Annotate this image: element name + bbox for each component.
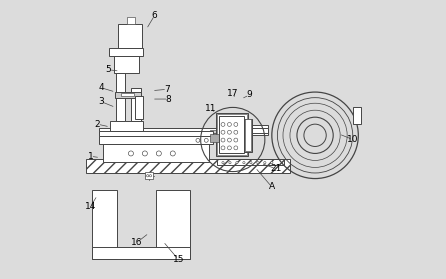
Circle shape xyxy=(170,151,175,156)
Bar xyxy=(118,24,142,48)
Text: 16: 16 xyxy=(131,238,142,247)
Circle shape xyxy=(229,162,231,164)
Bar xyxy=(92,190,117,259)
Bar xyxy=(252,128,268,133)
Text: 17: 17 xyxy=(227,89,239,98)
Bar xyxy=(92,247,190,259)
Circle shape xyxy=(234,146,238,150)
Circle shape xyxy=(234,138,238,142)
Circle shape xyxy=(221,130,225,134)
Text: 6: 6 xyxy=(152,11,157,20)
Circle shape xyxy=(234,130,238,134)
Bar xyxy=(131,88,140,121)
Circle shape xyxy=(264,162,266,164)
Bar xyxy=(244,119,252,152)
Circle shape xyxy=(257,162,259,164)
Text: 9: 9 xyxy=(247,90,252,99)
Bar xyxy=(115,92,141,98)
Circle shape xyxy=(236,162,238,164)
Circle shape xyxy=(156,151,161,156)
Bar xyxy=(99,136,213,144)
Bar xyxy=(245,119,251,151)
Bar xyxy=(211,134,219,142)
Text: 21: 21 xyxy=(270,164,282,173)
Bar xyxy=(252,125,268,135)
Text: 15: 15 xyxy=(173,255,184,264)
Text: 7: 7 xyxy=(164,85,170,94)
Circle shape xyxy=(234,122,238,126)
Bar xyxy=(216,113,248,156)
Circle shape xyxy=(221,122,225,126)
Circle shape xyxy=(227,138,231,142)
Text: 14: 14 xyxy=(85,202,96,211)
Circle shape xyxy=(227,130,231,134)
Bar xyxy=(127,17,135,24)
Bar xyxy=(135,96,144,119)
Bar xyxy=(110,121,144,131)
Bar xyxy=(114,56,139,73)
Text: 10: 10 xyxy=(347,135,359,144)
Circle shape xyxy=(221,138,225,142)
Bar xyxy=(219,116,244,153)
Circle shape xyxy=(128,151,133,156)
Text: 1: 1 xyxy=(87,152,93,161)
Text: 4: 4 xyxy=(99,83,104,92)
Bar xyxy=(211,130,252,133)
Bar xyxy=(99,128,260,133)
Text: 3: 3 xyxy=(99,97,104,106)
Circle shape xyxy=(221,146,225,150)
Text: 8: 8 xyxy=(166,95,171,104)
Bar xyxy=(121,93,134,96)
Circle shape xyxy=(142,151,147,156)
Bar xyxy=(99,131,213,136)
Circle shape xyxy=(227,146,231,150)
Bar xyxy=(156,190,190,259)
Bar xyxy=(145,172,153,179)
Circle shape xyxy=(271,162,273,164)
Bar xyxy=(217,114,247,155)
Text: A: A xyxy=(269,182,275,191)
Bar xyxy=(217,159,285,165)
Text: 11: 11 xyxy=(205,104,216,113)
Circle shape xyxy=(227,122,231,126)
Bar xyxy=(103,144,209,162)
Bar xyxy=(86,159,290,173)
Bar xyxy=(109,48,144,56)
Bar xyxy=(116,73,125,121)
Bar xyxy=(353,107,361,124)
Circle shape xyxy=(222,162,224,164)
Text: 2: 2 xyxy=(95,120,100,129)
Text: 5: 5 xyxy=(106,65,112,74)
Circle shape xyxy=(204,138,208,142)
Circle shape xyxy=(243,162,245,164)
Circle shape xyxy=(250,162,252,164)
Circle shape xyxy=(196,138,200,142)
